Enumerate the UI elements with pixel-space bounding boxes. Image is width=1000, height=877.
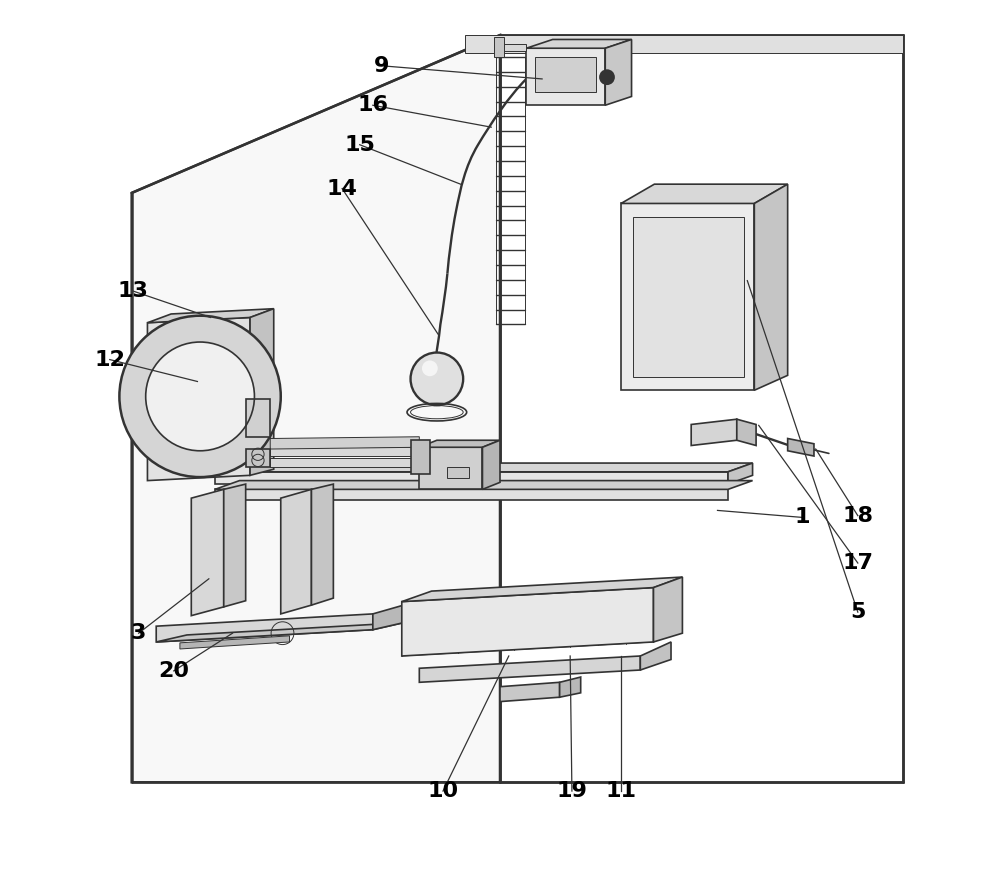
Polygon shape bbox=[691, 419, 737, 446]
Polygon shape bbox=[373, 605, 404, 630]
Polygon shape bbox=[270, 447, 419, 456]
Text: 20: 20 bbox=[158, 661, 189, 681]
Polygon shape bbox=[215, 481, 753, 489]
Polygon shape bbox=[447, 467, 469, 478]
Circle shape bbox=[119, 316, 281, 477]
Text: 19: 19 bbox=[556, 781, 587, 801]
Polygon shape bbox=[633, 217, 744, 377]
Polygon shape bbox=[411, 440, 430, 474]
Circle shape bbox=[411, 353, 463, 405]
Circle shape bbox=[422, 360, 438, 376]
Polygon shape bbox=[754, 184, 788, 390]
Polygon shape bbox=[728, 463, 753, 484]
Polygon shape bbox=[270, 437, 419, 449]
Text: 18: 18 bbox=[842, 506, 873, 525]
Polygon shape bbox=[621, 184, 788, 203]
Polygon shape bbox=[419, 656, 640, 682]
Polygon shape bbox=[535, 57, 596, 92]
Text: 1: 1 bbox=[795, 508, 810, 527]
Polygon shape bbox=[156, 614, 373, 642]
Text: 14: 14 bbox=[327, 179, 358, 198]
Polygon shape bbox=[737, 419, 756, 446]
Text: 17: 17 bbox=[842, 553, 873, 573]
Text: 3: 3 bbox=[131, 624, 146, 643]
Text: 10: 10 bbox=[427, 781, 459, 801]
Polygon shape bbox=[311, 484, 333, 605]
Polygon shape bbox=[215, 463, 753, 472]
Polygon shape bbox=[419, 440, 500, 447]
Polygon shape bbox=[605, 39, 632, 105]
Polygon shape bbox=[482, 440, 500, 489]
Polygon shape bbox=[500, 35, 903, 782]
Text: 12: 12 bbox=[94, 350, 125, 369]
Polygon shape bbox=[147, 309, 274, 323]
Polygon shape bbox=[224, 484, 246, 607]
Circle shape bbox=[599, 69, 615, 85]
Polygon shape bbox=[653, 577, 682, 642]
Text: 15: 15 bbox=[344, 135, 375, 154]
Polygon shape bbox=[270, 458, 419, 467]
Polygon shape bbox=[788, 438, 814, 456]
Polygon shape bbox=[191, 489, 224, 616]
Polygon shape bbox=[246, 449, 270, 467]
Polygon shape bbox=[250, 309, 274, 475]
Polygon shape bbox=[402, 577, 682, 602]
Polygon shape bbox=[281, 489, 311, 614]
Polygon shape bbox=[621, 203, 754, 390]
Polygon shape bbox=[526, 39, 632, 48]
Polygon shape bbox=[465, 35, 903, 53]
Polygon shape bbox=[500, 682, 560, 702]
Polygon shape bbox=[402, 588, 653, 656]
Polygon shape bbox=[156, 623, 404, 642]
Polygon shape bbox=[500, 44, 526, 51]
Polygon shape bbox=[215, 489, 728, 500]
Polygon shape bbox=[494, 37, 504, 57]
Polygon shape bbox=[246, 399, 270, 437]
Polygon shape bbox=[419, 447, 482, 489]
Text: 16: 16 bbox=[357, 96, 388, 115]
Polygon shape bbox=[640, 642, 671, 670]
Text: 5: 5 bbox=[850, 602, 866, 622]
Polygon shape bbox=[147, 317, 250, 481]
Polygon shape bbox=[526, 48, 605, 105]
Text: 11: 11 bbox=[606, 781, 637, 801]
Text: 9: 9 bbox=[374, 56, 389, 75]
Polygon shape bbox=[132, 35, 500, 782]
Text: 13: 13 bbox=[118, 282, 149, 301]
Circle shape bbox=[146, 342, 254, 451]
Polygon shape bbox=[560, 677, 581, 697]
Polygon shape bbox=[215, 472, 728, 484]
Polygon shape bbox=[180, 636, 290, 649]
